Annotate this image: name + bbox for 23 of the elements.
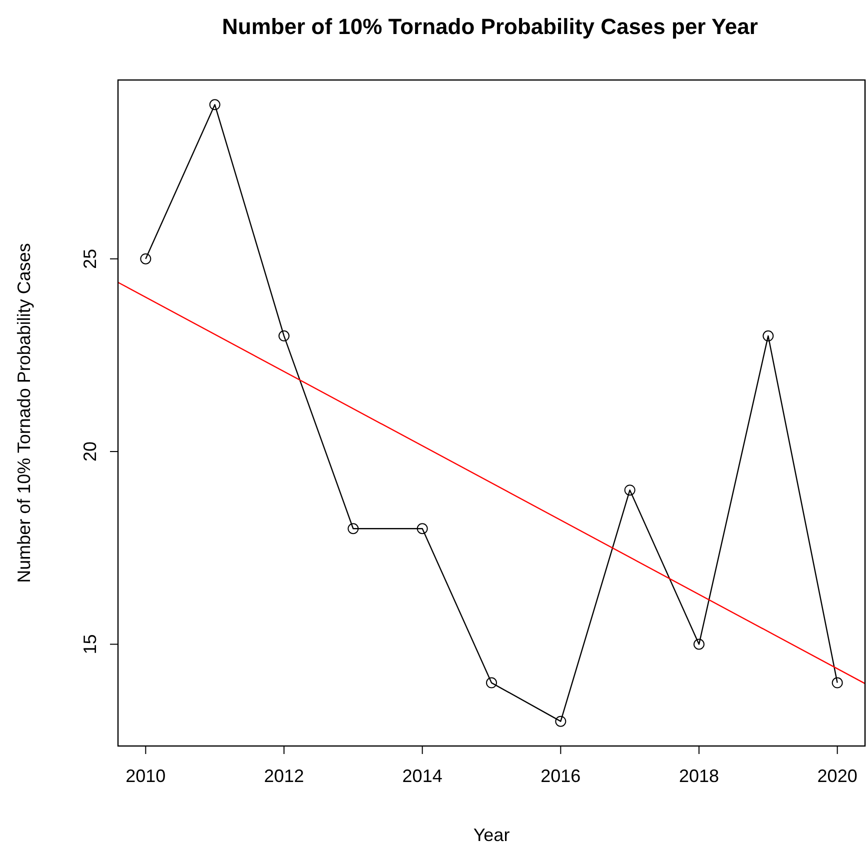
y-axis-title: Number of 10% Tornado Probability Cases <box>14 243 34 583</box>
x-tick-label: 2020 <box>817 766 858 786</box>
point <box>555 716 566 727</box>
point <box>694 638 704 650</box>
y-tick-label: 25 <box>80 248 100 269</box>
x-tick-label: 2012 <box>264 766 304 786</box>
point <box>832 677 843 688</box>
point <box>348 523 359 534</box>
point <box>624 484 636 496</box>
point <box>486 677 497 688</box>
x-tick-label: 2010 <box>126 766 166 786</box>
point <box>416 523 428 534</box>
x-tick-label: 2014 <box>402 766 442 786</box>
x-tick-label: 2018 <box>678 766 720 786</box>
point <box>762 330 774 342</box>
point <box>278 330 290 342</box>
x-axis-title: Year <box>473 825 510 845</box>
y-tick-label: 15 <box>80 634 100 654</box>
y-tick-label: 20 <box>80 442 100 462</box>
point <box>140 253 152 264</box>
chart-title: Number of 10% Tornado Probability Cases per Year <box>222 14 758 39</box>
point <box>209 99 220 110</box>
x-tick-label: 2016 <box>540 766 581 786</box>
